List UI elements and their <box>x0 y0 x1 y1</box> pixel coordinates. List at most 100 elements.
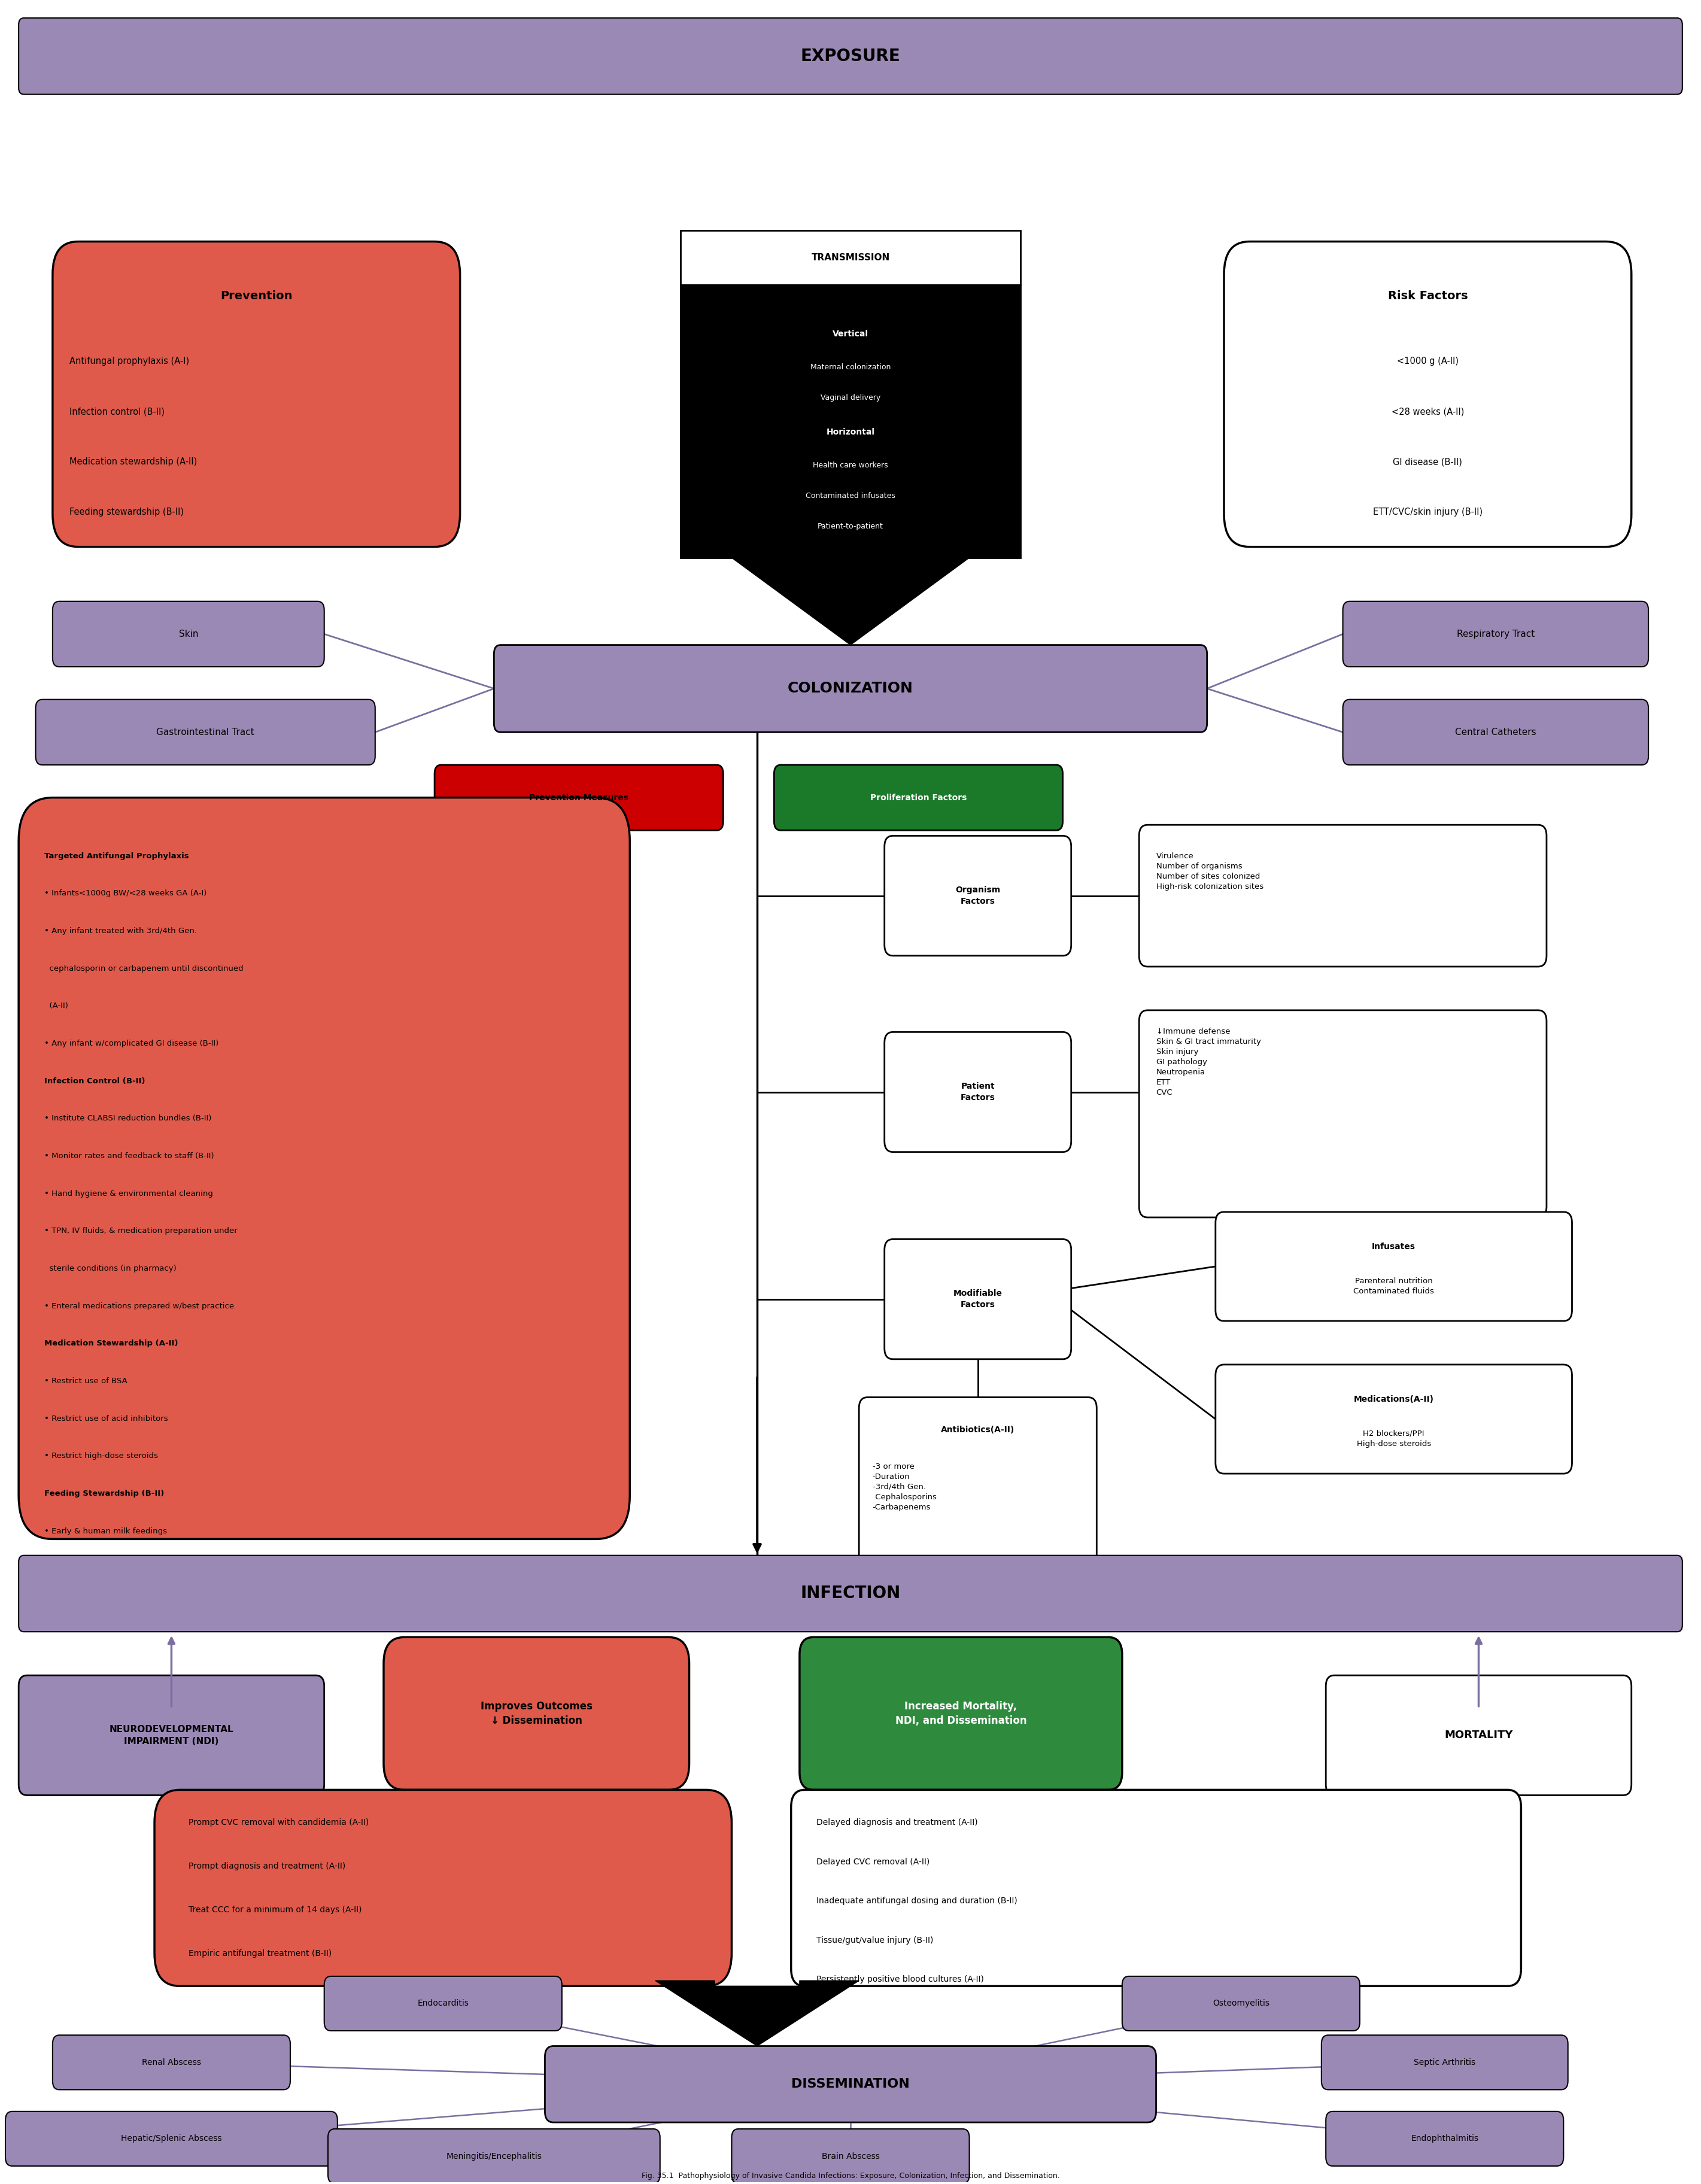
Text: Maternal colonization: Maternal colonization <box>810 363 891 371</box>
Text: Risk Factors: Risk Factors <box>1388 290 1468 301</box>
FancyBboxPatch shape <box>1325 2112 1563 2167</box>
FancyBboxPatch shape <box>434 764 723 830</box>
Text: Medication stewardship (A-II): Medication stewardship (A-II) <box>70 456 197 465</box>
Text: Persistently positive blood cultures (A-II): Persistently positive blood cultures (A-… <box>816 1974 985 1983</box>
Text: Hepatic/Splenic Abscess: Hepatic/Splenic Abscess <box>121 2134 221 2143</box>
Text: Treat CCC for a minimum of 14 days (A-II): Treat CCC for a minimum of 14 days (A-II… <box>189 1907 362 1913</box>
FancyBboxPatch shape <box>859 1398 1097 1572</box>
Text: Brain Abscess: Brain Abscess <box>822 2151 879 2160</box>
FancyBboxPatch shape <box>1342 601 1648 666</box>
Text: Modifiable
Factors: Modifiable Factors <box>953 1289 1002 1308</box>
FancyBboxPatch shape <box>774 764 1063 830</box>
FancyBboxPatch shape <box>1123 1977 1359 2031</box>
Text: • Institute CLABSI reduction bundles (B-II): • Institute CLABSI reduction bundles (B-… <box>44 1114 211 1123</box>
Text: Health care workers: Health care workers <box>813 461 888 470</box>
Text: Inadequate antifungal dosing and duration (B-II): Inadequate antifungal dosing and duratio… <box>816 1898 1017 1904</box>
Text: • Restrict use of acid inhibitors: • Restrict use of acid inhibitors <box>44 1415 168 1422</box>
Text: Parenteral nutrition
Contaminated fluids: Parenteral nutrition Contaminated fluids <box>1354 1278 1434 1295</box>
Text: cephalosporin or carbapenem until discontinued: cephalosporin or carbapenem until discon… <box>44 965 243 972</box>
Text: -3 or more
-Duration
-3rd/4th Gen.
 Cephalosporins
-Carbapenems: -3 or more -Duration -3rd/4th Gen. Cepha… <box>873 1463 937 1511</box>
Text: • TPN, IV fluids, & medication preparation under: • TPN, IV fluids, & medication preparati… <box>44 1227 236 1234</box>
FancyBboxPatch shape <box>19 17 1682 94</box>
FancyBboxPatch shape <box>53 2035 291 2090</box>
Text: Infection control (B-II): Infection control (B-II) <box>70 406 165 417</box>
Text: Prevention Measures: Prevention Measures <box>529 793 629 802</box>
Text: Renal Abscess: Renal Abscess <box>141 2057 201 2066</box>
FancyBboxPatch shape <box>19 1555 1682 1631</box>
Text: Horizontal: Horizontal <box>827 428 874 437</box>
Text: Feeding stewardship (B-II): Feeding stewardship (B-II) <box>70 507 184 515</box>
FancyBboxPatch shape <box>1325 1675 1631 1795</box>
FancyBboxPatch shape <box>885 836 1072 957</box>
Text: Central Catheters: Central Catheters <box>1454 727 1536 736</box>
Text: Endocarditis: Endocarditis <box>417 1998 469 2007</box>
Bar <box>680 286 1021 557</box>
Text: NEURODEVELOPMENTAL
IMPAIRMENT (NDI): NEURODEVELOPMENTAL IMPAIRMENT (NDI) <box>109 1725 233 1745</box>
Text: • Restrict high-dose steroids: • Restrict high-dose steroids <box>44 1452 158 1461</box>
Text: • Any infant w/complicated GI disease (B-II): • Any infant w/complicated GI disease (B… <box>44 1040 218 1048</box>
FancyBboxPatch shape <box>885 1238 1072 1358</box>
Text: Prompt diagnosis and treatment (A-II): Prompt diagnosis and treatment (A-II) <box>189 1863 345 1870</box>
Text: • Hand hygiene & environmental cleaning: • Hand hygiene & environmental cleaning <box>44 1190 213 1197</box>
Text: Respiratory Tract: Respiratory Tract <box>1456 629 1534 638</box>
FancyBboxPatch shape <box>799 1638 1123 1791</box>
FancyBboxPatch shape <box>544 2046 1157 2123</box>
Text: Vaginal delivery: Vaginal delivery <box>820 393 881 402</box>
Bar <box>680 232 1021 286</box>
Text: • Monitor rates and feedback to staff (B-II): • Monitor rates and feedback to staff (B… <box>44 1153 214 1160</box>
Text: GI disease (B-II): GI disease (B-II) <box>1393 456 1463 465</box>
Text: Medications(A-II): Medications(A-II) <box>1354 1396 1434 1404</box>
Text: Empiric antifungal treatment (B-II): Empiric antifungal treatment (B-II) <box>189 1948 332 1957</box>
Text: <1000 g (A-II): <1000 g (A-II) <box>1397 356 1458 367</box>
FancyBboxPatch shape <box>1140 1011 1546 1216</box>
FancyBboxPatch shape <box>791 1791 1521 1985</box>
Text: Meningitis/Encephalitis: Meningitis/Encephalitis <box>446 2151 543 2160</box>
Text: • Early & human milk feedings: • Early & human milk feedings <box>44 1527 167 1535</box>
Text: Patient-to-patient: Patient-to-patient <box>818 522 883 531</box>
Text: <28 weeks (A-II): <28 weeks (A-II) <box>1391 406 1465 417</box>
Text: Endophthalmitis: Endophthalmitis <box>1410 2134 1478 2143</box>
Text: EXPOSURE: EXPOSURE <box>801 48 900 66</box>
Polygon shape <box>655 1981 859 2046</box>
FancyBboxPatch shape <box>328 2129 660 2184</box>
Text: Virulence
Number of organisms
Number of sites colonized
High-risk colonization s: Virulence Number of organisms Number of … <box>1157 852 1264 891</box>
FancyBboxPatch shape <box>1216 1212 1572 1321</box>
FancyBboxPatch shape <box>325 1977 561 2031</box>
Text: Skin: Skin <box>179 629 197 638</box>
FancyBboxPatch shape <box>885 1033 1072 1151</box>
Text: Improves Outcomes
↓ Dissemination: Improves Outcomes ↓ Dissemination <box>480 1701 592 1725</box>
Text: Osteomyelitis: Osteomyelitis <box>1213 1998 1269 2007</box>
FancyBboxPatch shape <box>5 2112 337 2167</box>
Text: Targeted Antifungal Prophylaxis: Targeted Antifungal Prophylaxis <box>44 852 189 860</box>
Text: Prompt CVC removal with candidemia (A-II): Prompt CVC removal with candidemia (A-II… <box>189 1819 369 1826</box>
FancyBboxPatch shape <box>36 699 376 764</box>
Text: Organism
Factors: Organism Factors <box>956 887 1000 906</box>
Text: Vertical: Vertical <box>832 330 869 339</box>
Text: Tissue/gut/value injury (B-II): Tissue/gut/value injury (B-II) <box>816 1935 934 1944</box>
FancyBboxPatch shape <box>53 242 459 546</box>
Text: • Any infant treated with 3rd/4th Gen.: • Any infant treated with 3rd/4th Gen. <box>44 928 197 935</box>
Text: Delayed diagnosis and treatment (A-II): Delayed diagnosis and treatment (A-II) <box>816 1819 978 1826</box>
Text: Septic Arthritis: Septic Arthritis <box>1414 2057 1475 2066</box>
Text: ETT/CVC/skin injury (B-II): ETT/CVC/skin injury (B-II) <box>1373 507 1483 515</box>
FancyBboxPatch shape <box>1140 826 1546 968</box>
FancyBboxPatch shape <box>1322 2035 1568 2090</box>
Text: Delayed CVC removal (A-II): Delayed CVC removal (A-II) <box>816 1859 930 1865</box>
Text: Antifungal prophylaxis (A-I): Antifungal prophylaxis (A-I) <box>70 356 189 367</box>
Text: • Restrict use of BSA: • Restrict use of BSA <box>44 1378 128 1385</box>
Text: ↓Immune defense
Skin & GI tract immaturity
Skin injury
GI pathology
Neutropenia
: ↓Immune defense Skin & GI tract immaturi… <box>1157 1029 1260 1096</box>
FancyBboxPatch shape <box>493 644 1208 732</box>
Text: Gastrointestinal Tract: Gastrointestinal Tract <box>156 727 255 736</box>
Text: COLONIZATION: COLONIZATION <box>788 681 913 697</box>
Text: Feeding Stewardship (B-II): Feeding Stewardship (B-II) <box>44 1489 163 1498</box>
Text: Antibiotics(A-II): Antibiotics(A-II) <box>941 1426 1015 1435</box>
Text: • Infants<1000g BW/<28 weeks GA (A-I): • Infants<1000g BW/<28 weeks GA (A-I) <box>44 889 206 898</box>
Text: Contaminated infusates: Contaminated infusates <box>806 491 895 500</box>
FancyBboxPatch shape <box>384 1638 689 1791</box>
FancyBboxPatch shape <box>1216 1365 1572 1474</box>
Text: Increased Mortality,
NDI, and Dissemination: Increased Mortality, NDI, and Disseminat… <box>895 1701 1027 1725</box>
Text: Proliferation Factors: Proliferation Factors <box>871 793 966 802</box>
Text: Patient
Factors: Patient Factors <box>961 1083 995 1101</box>
Text: Infection Control (B-II): Infection Control (B-II) <box>44 1077 145 1085</box>
Text: Prevention: Prevention <box>219 290 293 301</box>
